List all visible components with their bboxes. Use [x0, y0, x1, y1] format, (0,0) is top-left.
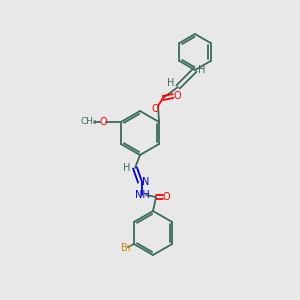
- Text: NH: NH: [135, 190, 149, 200]
- Text: N: N: [142, 177, 149, 187]
- Text: CH₃: CH₃: [81, 118, 97, 127]
- Text: O: O: [151, 104, 159, 114]
- Text: H: H: [167, 78, 175, 88]
- Text: O: O: [162, 192, 170, 202]
- Text: Br: Br: [121, 243, 131, 253]
- Text: O: O: [173, 91, 181, 101]
- Text: H: H: [198, 65, 206, 75]
- Text: O: O: [99, 117, 107, 127]
- Text: H: H: [123, 163, 131, 173]
